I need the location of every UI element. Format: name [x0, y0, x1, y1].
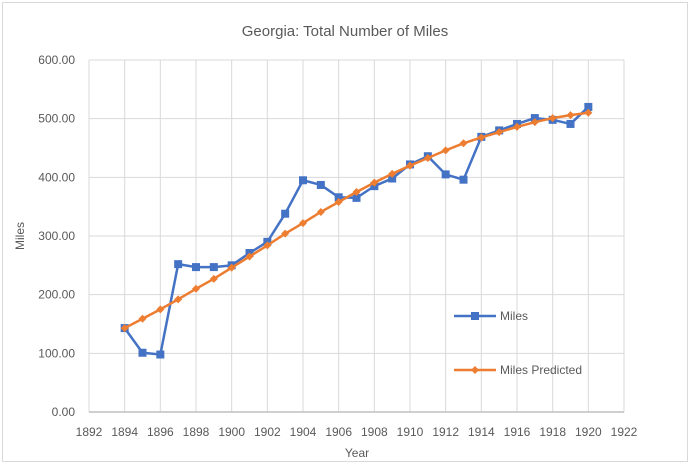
data-point [352, 193, 361, 202]
data-point [388, 169, 397, 178]
data-point [406, 161, 414, 170]
data-point [245, 252, 254, 261]
data-point [227, 263, 236, 272]
data-point [441, 146, 450, 155]
y-tick-label: 0.00 [52, 405, 76, 419]
data-point [352, 188, 361, 196]
data-point [174, 295, 183, 304]
data-point [281, 229, 290, 238]
x-tick-label: 1904 [290, 425, 317, 439]
data-point [156, 305, 165, 314]
series-miles-predicted [120, 108, 593, 333]
chart-title: Georgia: Total Number of Miles [242, 23, 448, 40]
data-point [513, 122, 521, 131]
y-tick-label: 200.00 [38, 288, 75, 302]
y-axis-label: Miles [13, 222, 27, 250]
data-point [281, 209, 290, 218]
data-point [388, 174, 397, 183]
legend-label: Miles [500, 309, 528, 323]
x-axis-ticks: 1892 1894 1896 1898 1900 1902 1904 1906 1908 1910… [76, 425, 638, 439]
data-point [209, 274, 218, 283]
x-tick-label: 1906 [325, 425, 352, 439]
x-tick-label: 1914 [468, 425, 495, 439]
data-point [566, 119, 575, 128]
legend-label: Miles Predicted [500, 363, 582, 377]
y-tick-label: 600.00 [38, 53, 75, 67]
x-tick-label: 1912 [432, 425, 459, 439]
gridlines [88, 59, 625, 413]
data-point [138, 348, 147, 357]
series-group [120, 102, 593, 359]
x-tick-label: 1898 [183, 425, 210, 439]
data-point [174, 260, 183, 269]
legend-item: Miles Predicted [454, 363, 582, 377]
legend: Miles Miles Predicted [454, 309, 582, 377]
data-point [423, 153, 432, 162]
y-tick-label: 300.00 [38, 229, 75, 243]
data-point [584, 102, 593, 111]
series-line [124, 111, 589, 330]
data-point [263, 241, 272, 250]
x-tick-label: 1918 [539, 425, 566, 439]
data-point [299, 176, 307, 185]
data-point [316, 207, 325, 216]
data-point [334, 193, 343, 202]
legend-marker [471, 366, 479, 374]
data-point [566, 111, 575, 120]
x-tick-label: 1908 [361, 425, 388, 439]
data-point [192, 263, 200, 272]
data-point [530, 118, 539, 127]
data-point [316, 180, 325, 189]
x-tick-label: 1892 [76, 425, 103, 439]
data-point [334, 197, 343, 206]
x-axis-label: Year [345, 446, 369, 460]
data-point [120, 324, 129, 333]
x-tick-label: 1894 [111, 425, 138, 439]
x-tick-label: 1916 [504, 425, 531, 439]
data-point [156, 350, 165, 359]
y-tick-label: 100.00 [38, 346, 75, 360]
x-tick-label: 1902 [254, 425, 281, 439]
data-point [209, 263, 218, 272]
legend-item: Miles [454, 309, 528, 323]
data-point [548, 114, 557, 123]
data-point [441, 170, 450, 179]
y-tick-label: 500.00 [38, 112, 75, 126]
data-point [192, 284, 200, 293]
y-tick-label: 400.00 [38, 170, 75, 184]
data-point [299, 219, 307, 228]
data-point [495, 128, 504, 137]
x-tick-label: 1910 [397, 425, 424, 439]
data-point [138, 314, 147, 323]
legend-marker [471, 312, 479, 320]
x-tick-label: 1920 [575, 425, 602, 439]
x-tick-label: 1922 [611, 425, 638, 439]
data-point [530, 114, 539, 123]
x-tick-label: 1900 [218, 425, 245, 439]
data-point [370, 178, 379, 187]
data-point [459, 175, 468, 184]
data-point [477, 133, 486, 142]
data-point [459, 139, 468, 148]
y-axis-ticks: 0.00 100.00 200.00 300.00 400.00 500.00 600.00 [38, 53, 75, 419]
x-tick-label: 1896 [147, 425, 174, 439]
data-point [584, 108, 593, 117]
